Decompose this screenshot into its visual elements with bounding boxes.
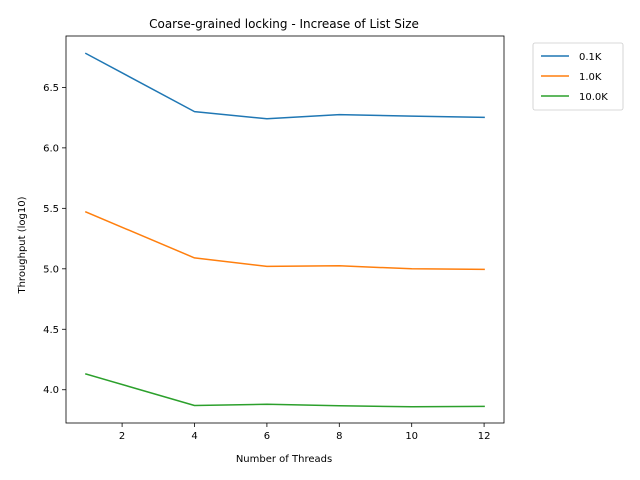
- y-axis-ticks: 4.0 4.5 5.0 5.5 6.0 6.5: [43, 83, 66, 396]
- x-tick-label: 10: [405, 431, 418, 442]
- y-tick-label: 6.5: [43, 83, 59, 94]
- x-tick-label: 12: [478, 431, 491, 442]
- y-tick-label: 4.5: [43, 325, 59, 336]
- plot-area: [65, 35, 505, 424]
- y-axis-label: Throughput (log10): [17, 196, 28, 294]
- x-axis-label: Number of Threads: [236, 454, 332, 465]
- legend-label-10-0k: 10.0K: [579, 92, 608, 103]
- x-tick-label: 4: [191, 431, 197, 442]
- y-tick-label: 6.0: [43, 143, 59, 154]
- y-tick-label: 4.0: [43, 385, 59, 396]
- series-line-10-0k: [84, 373, 485, 408]
- chart-title: Coarse-grained locking - Increase of Lis…: [149, 17, 419, 31]
- y-tick-label: 5.5: [43, 204, 59, 215]
- x-axis-ticks: 2 4 6 8 10 12: [119, 423, 491, 442]
- series-line-0-1k: [84, 52, 485, 120]
- x-tick-label: 2: [119, 431, 125, 442]
- legend: 0.1K 1.0K 10.0K: [532, 42, 624, 111]
- x-tick-label: 8: [336, 431, 342, 442]
- axes-frame: [65, 35, 505, 424]
- legend-label-1-0k: 1.0K: [579, 72, 602, 83]
- x-tick-label: 6: [264, 431, 270, 442]
- series-lines: [84, 52, 485, 408]
- y-tick-label: 5.0: [43, 264, 59, 275]
- series-line-1-0k: [84, 211, 485, 271]
- legend-box: [532, 42, 624, 111]
- legend-label-0-1k: 0.1K: [579, 52, 602, 63]
